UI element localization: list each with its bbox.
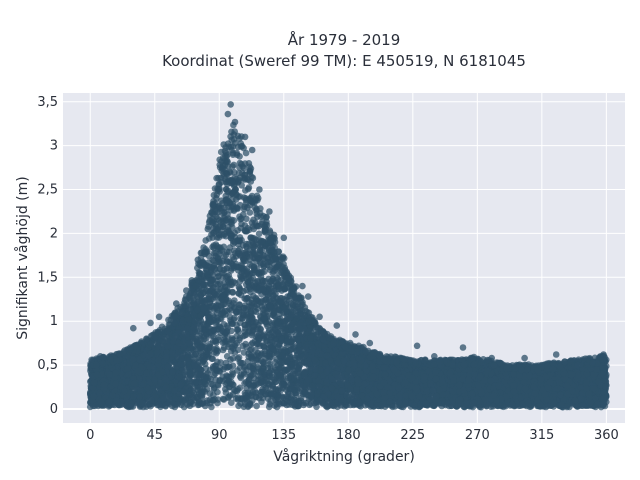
data-point	[219, 346, 227, 354]
data-point	[236, 336, 243, 344]
data-point	[229, 288, 236, 296]
data-point	[246, 209, 254, 216]
data-point	[313, 403, 320, 411]
data-point	[234, 355, 242, 362]
data-point	[223, 353, 231, 360]
data-point	[255, 230, 263, 238]
data-point	[253, 402, 260, 410]
data-points	[86, 101, 610, 411]
data-point	[228, 399, 235, 407]
